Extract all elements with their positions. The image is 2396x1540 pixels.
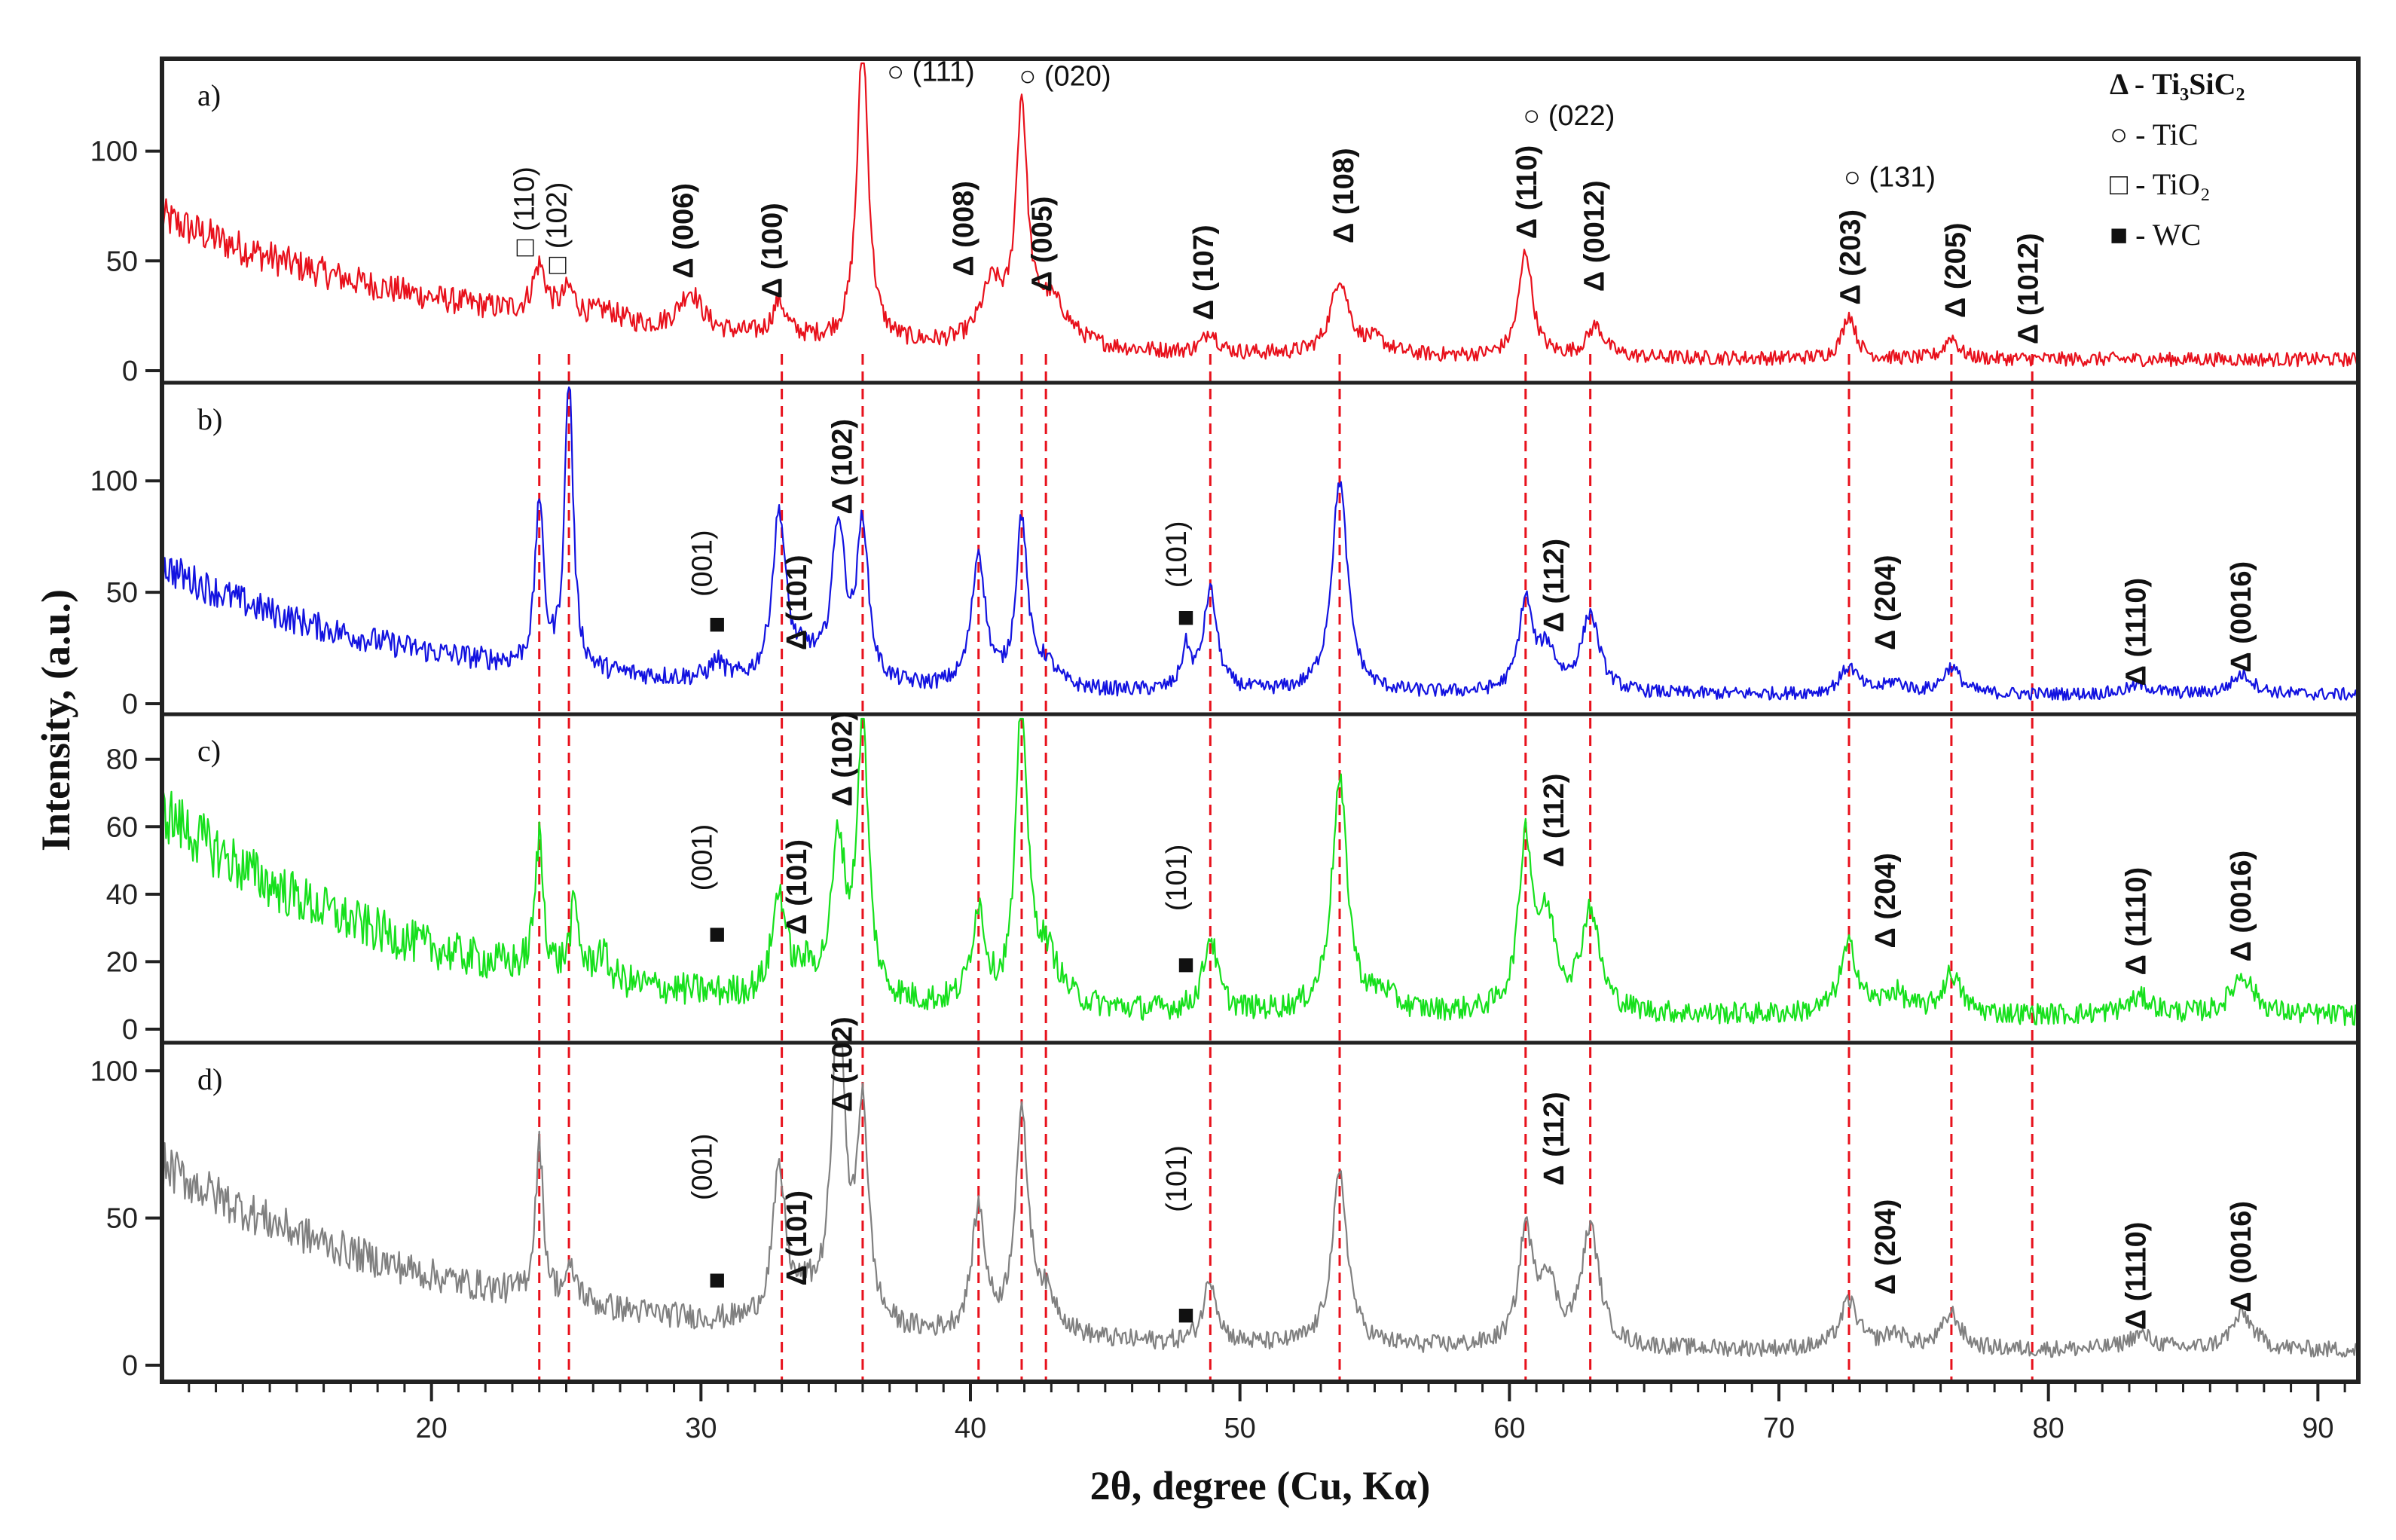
- y-tick-label: 0: [122, 356, 138, 387]
- y-tick-label: 0: [122, 689, 138, 720]
- peak-label: Δ (0016): [2226, 851, 2257, 962]
- peak-label: (001): [687, 530, 719, 597]
- panel-tag: c): [197, 734, 221, 768]
- wc-marker: ■: [1178, 949, 1195, 980]
- peak-label: Δ (008): [949, 181, 980, 277]
- x-tick-label: 30: [685, 1413, 717, 1444]
- x-tick-label: 90: [2302, 1413, 2333, 1444]
- peak-label: Δ (112): [1539, 1092, 1570, 1185]
- peak-label: Δ (204): [1870, 555, 1902, 650]
- y-tick-label: 40: [106, 879, 138, 911]
- peak-label: Δ (205): [1940, 222, 1972, 318]
- peak-label: (101): [1161, 521, 1193, 588]
- x-tick-label: 60: [1493, 1413, 1525, 1444]
- peak-label: ○ (111): [887, 57, 975, 88]
- y-tick-label: 20: [106, 946, 138, 978]
- x-tick-label: 20: [416, 1413, 448, 1444]
- traces: [160, 62, 2360, 1358]
- peak-label: (101): [1161, 845, 1193, 912]
- y-tick-label: 0: [122, 1014, 138, 1046]
- peak-label: □ (102): [542, 182, 573, 274]
- x-tick-label: 70: [1763, 1413, 1795, 1444]
- legend: Δ - Ti₃SiC₂ ○ - TiC □ - TiO₂ ■ - WC: [2110, 67, 2245, 252]
- peak-label: Δ (110): [1511, 145, 1543, 239]
- y-tick-label: 50: [106, 577, 138, 609]
- legend-item-square-open: □ - TiO₂: [2110, 167, 2211, 201]
- legend-item-circle: ○ - TiC: [2110, 118, 2199, 151]
- peak-label: Δ (1110): [2120, 578, 2152, 686]
- y-tick-label: 100: [90, 136, 138, 168]
- wc-marker: ■: [708, 1264, 726, 1296]
- peak-label: (101): [1161, 1145, 1193, 1212]
- y-tick-label: 60: [106, 811, 138, 843]
- annotations: a) □ (110) □ (102) Δ (006) Δ (100) Δ (008) Δ (…: [197, 57, 2257, 1331]
- peak-label: Δ (112): [1539, 539, 1570, 632]
- peak-label: Δ (1012): [2012, 233, 2044, 344]
- peak-label: Δ (0012): [1579, 180, 1611, 292]
- x-tick-label: 80: [2033, 1413, 2064, 1444]
- y-tick-label: 80: [106, 744, 138, 776]
- peak-label: Δ (102): [827, 419, 859, 515]
- peak-label: Δ (203): [1835, 209, 1866, 305]
- reference-lines: [538, 354, 2034, 1382]
- peak-label: Δ (005): [1026, 196, 1058, 292]
- y-tick-label: 0: [122, 1350, 138, 1382]
- peak-label: Δ (100): [757, 203, 789, 298]
- peak-label: Δ (006): [668, 183, 700, 279]
- y-tick-label: 100: [90, 1056, 138, 1087]
- peak-label: ○ (131): [1844, 162, 1936, 194]
- axes: 0 50 100 0 50 100 0 20 40 60 80 0 50 100 20 30 40 50 60 70 8…: [90, 57, 2361, 1444]
- peak-label: □ (110): [509, 167, 541, 256]
- y-tick-label: 100: [90, 466, 138, 497]
- y-tick-label: 50: [106, 1203, 138, 1235]
- trace-d: [160, 1046, 2359, 1358]
- panel-tag: d): [197, 1062, 222, 1096]
- wc-marker: ■: [708, 918, 726, 950]
- y-axis-title: Intensity, (a.u.): [33, 589, 78, 851]
- trace-b: [160, 386, 2360, 701]
- panel-tag: a): [197, 78, 221, 112]
- y-tick-label: 50: [106, 246, 138, 277]
- peak-label: Δ (0016): [2226, 561, 2257, 673]
- trace-c: [160, 717, 2360, 1026]
- peak-label: Δ (204): [1870, 853, 1902, 949]
- peak-label: (001): [687, 824, 719, 891]
- peak-label: Δ (0016): [2226, 1201, 2257, 1312]
- peak-label: Δ (101): [781, 1190, 813, 1286]
- legend-item-square-filled: ■ - WC: [2110, 218, 2201, 252]
- x-axis-title: 2θ, degree (Cu, Kα): [1090, 1463, 1431, 1508]
- panel-tag: b): [197, 402, 222, 436]
- plot-frame: [160, 57, 2361, 1384]
- peak-label: Δ (1110): [2120, 867, 2152, 976]
- peak-label: Δ (101): [781, 839, 813, 935]
- peak-label: Δ (108): [1328, 148, 1360, 243]
- trace-a: [160, 62, 2360, 368]
- peak-label: Δ (107): [1188, 225, 1220, 320]
- peak-label: Δ (1110): [2120, 1222, 2152, 1331]
- peak-label: Δ (112): [1539, 774, 1570, 867]
- peak-label: ○ (022): [1523, 100, 1615, 132]
- peak-label: (001): [687, 1133, 719, 1200]
- x-tick-label: 40: [955, 1413, 986, 1444]
- peak-label: Δ (102): [827, 711, 859, 807]
- legend-item-triangle: Δ - Ti₃SiC₂: [2110, 67, 2245, 101]
- peak-label: Δ (102): [827, 1016, 859, 1112]
- wc-marker: ■: [708, 609, 726, 640]
- peak-label: ○ (020): [1019, 60, 1111, 92]
- peak-label: Δ (101): [781, 555, 813, 650]
- x-tick-label: 50: [1224, 1413, 1256, 1444]
- wc-marker: ■: [1178, 602, 1195, 634]
- wc-marker: ■: [1178, 1300, 1195, 1331]
- peak-label: Δ (204): [1870, 1199, 1902, 1295]
